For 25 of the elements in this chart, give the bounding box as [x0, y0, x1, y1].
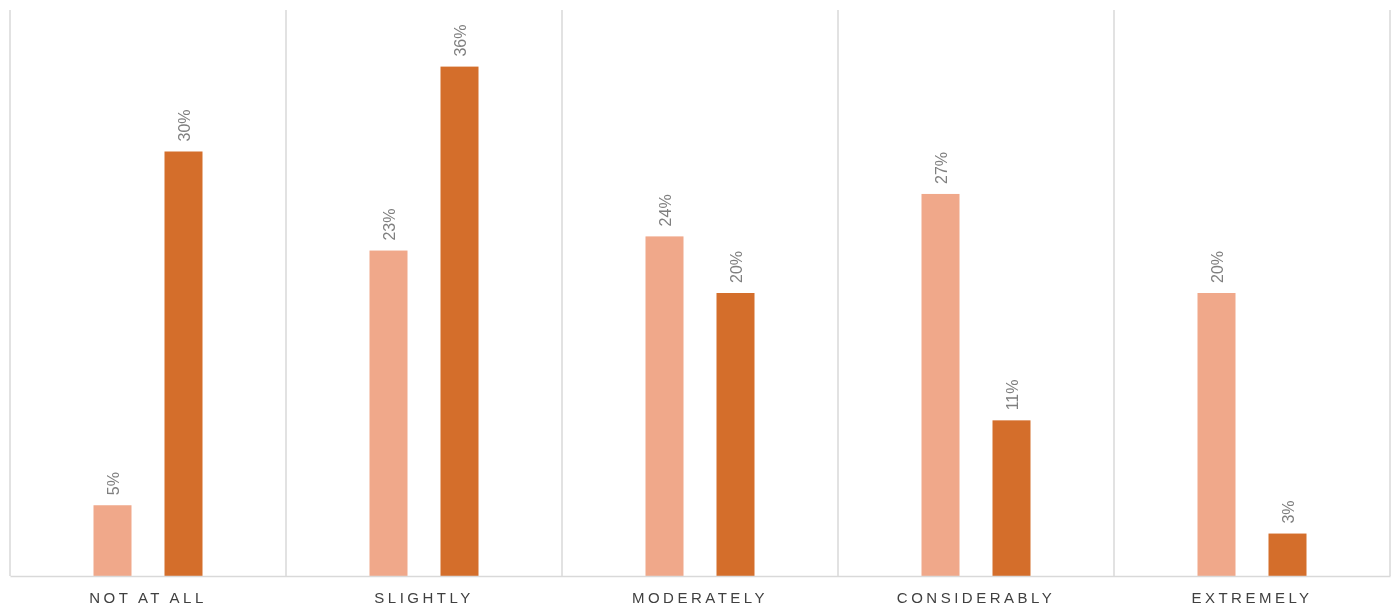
data-label: 24% — [656, 194, 674, 227]
bar — [369, 250, 408, 576]
bar — [1268, 533, 1307, 576]
data-label: 3% — [1279, 500, 1297, 524]
bar — [992, 420, 1031, 576]
data-label: 20% — [1208, 250, 1226, 283]
data-label: 30% — [175, 109, 193, 142]
bar — [1197, 293, 1236, 576]
bar — [645, 236, 684, 576]
data-label: 11% — [1003, 379, 1021, 411]
x-tick-label: NOT AT ALL — [89, 589, 207, 606]
bar — [440, 66, 479, 576]
x-tick-label: EXTREMELY — [1191, 589, 1313, 606]
bar — [716, 293, 755, 576]
data-label: 27% — [932, 151, 950, 184]
data-label: 23% — [380, 208, 398, 241]
x-tick-label: MODERATELY — [631, 589, 769, 606]
x-tick-label: SLIGHTLY — [374, 589, 474, 606]
data-label: 36% — [451, 24, 469, 57]
bar — [93, 505, 132, 576]
bar — [164, 151, 203, 576]
x-tick-label: CONSIDERABLY — [896, 589, 1056, 606]
data-label: 5% — [104, 472, 122, 496]
data-label: 20% — [727, 250, 745, 283]
bar — [921, 193, 960, 576]
